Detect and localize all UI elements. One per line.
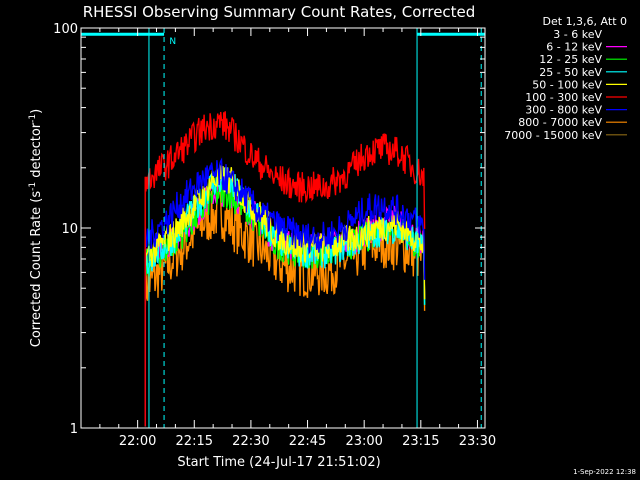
series-line xyxy=(144,111,426,427)
y-tick-label: 1 xyxy=(70,422,78,437)
x-tick-label: 22:00 xyxy=(119,434,156,449)
axis-layer: 22:00 22:15 22:30 22:45 23:00 23:15 23:30 1 10 10… xyxy=(53,22,496,449)
series-layer xyxy=(144,111,426,427)
legend-label: 6 - 12 keV xyxy=(546,41,602,54)
legend-label: 3 - 6 keV xyxy=(553,28,602,41)
series-line xyxy=(144,157,426,427)
y-tick-label: 10 xyxy=(61,222,78,237)
footer-date: 1-Sep-2022 12:38 xyxy=(573,468,636,476)
legend-label: 300 - 800 keV xyxy=(525,104,602,117)
series-line xyxy=(144,164,426,427)
legend-label: 800 - 7000 keV xyxy=(518,116,602,129)
legend-label: 100 - 300 keV xyxy=(525,91,602,104)
annotation: N xyxy=(169,37,176,47)
legend-label: 25 - 50 keV xyxy=(539,66,602,79)
legend-header: Det 1,3,6, Att 0 xyxy=(543,15,627,28)
x-tick-label: 23:30 xyxy=(459,434,496,449)
x-tick-label: 22:45 xyxy=(289,434,326,449)
series-line xyxy=(144,144,426,427)
x-axis-label: Start Time (24-Jul-17 21:51:02) xyxy=(177,455,380,470)
x-tick-label: 22:30 xyxy=(232,434,269,449)
y-axis-label: Corrected Count Rate (s-1 detector-1) xyxy=(28,109,44,347)
legend-label: 7000 - 15000 keV xyxy=(504,129,602,142)
x-tick-label: 23:15 xyxy=(402,434,439,449)
y-tick-label: 100 xyxy=(53,22,78,37)
legend-label: 50 - 100 keV xyxy=(532,78,602,91)
chart-title: RHESSI Observing Summary Count Rates, Co… xyxy=(83,3,476,21)
x-tick-label: 22:15 xyxy=(176,434,213,449)
plot-area: N 22:00 22:15 22:30 22:45 23:00 23:15 23:30 1 10… xyxy=(53,22,496,449)
x-tick-label: 23:00 xyxy=(345,434,382,449)
legend-label: 12 - 25 keV xyxy=(539,53,602,66)
